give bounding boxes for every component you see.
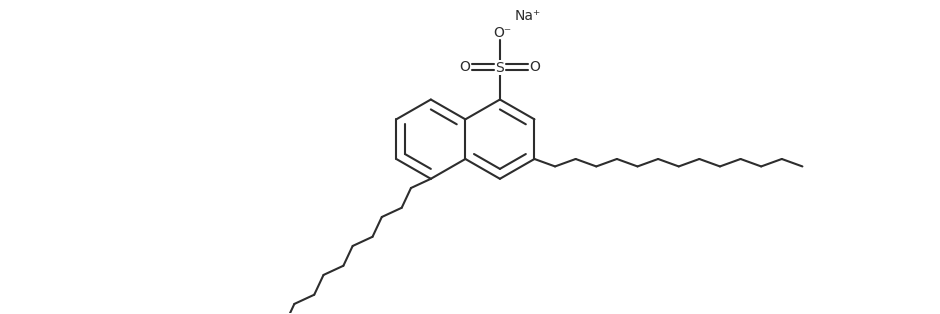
- Text: O⁻: O⁻: [493, 26, 511, 40]
- Text: O: O: [460, 60, 470, 74]
- Text: S: S: [495, 61, 504, 75]
- Text: Na⁺: Na⁺: [515, 9, 540, 23]
- Text: O: O: [529, 60, 540, 74]
